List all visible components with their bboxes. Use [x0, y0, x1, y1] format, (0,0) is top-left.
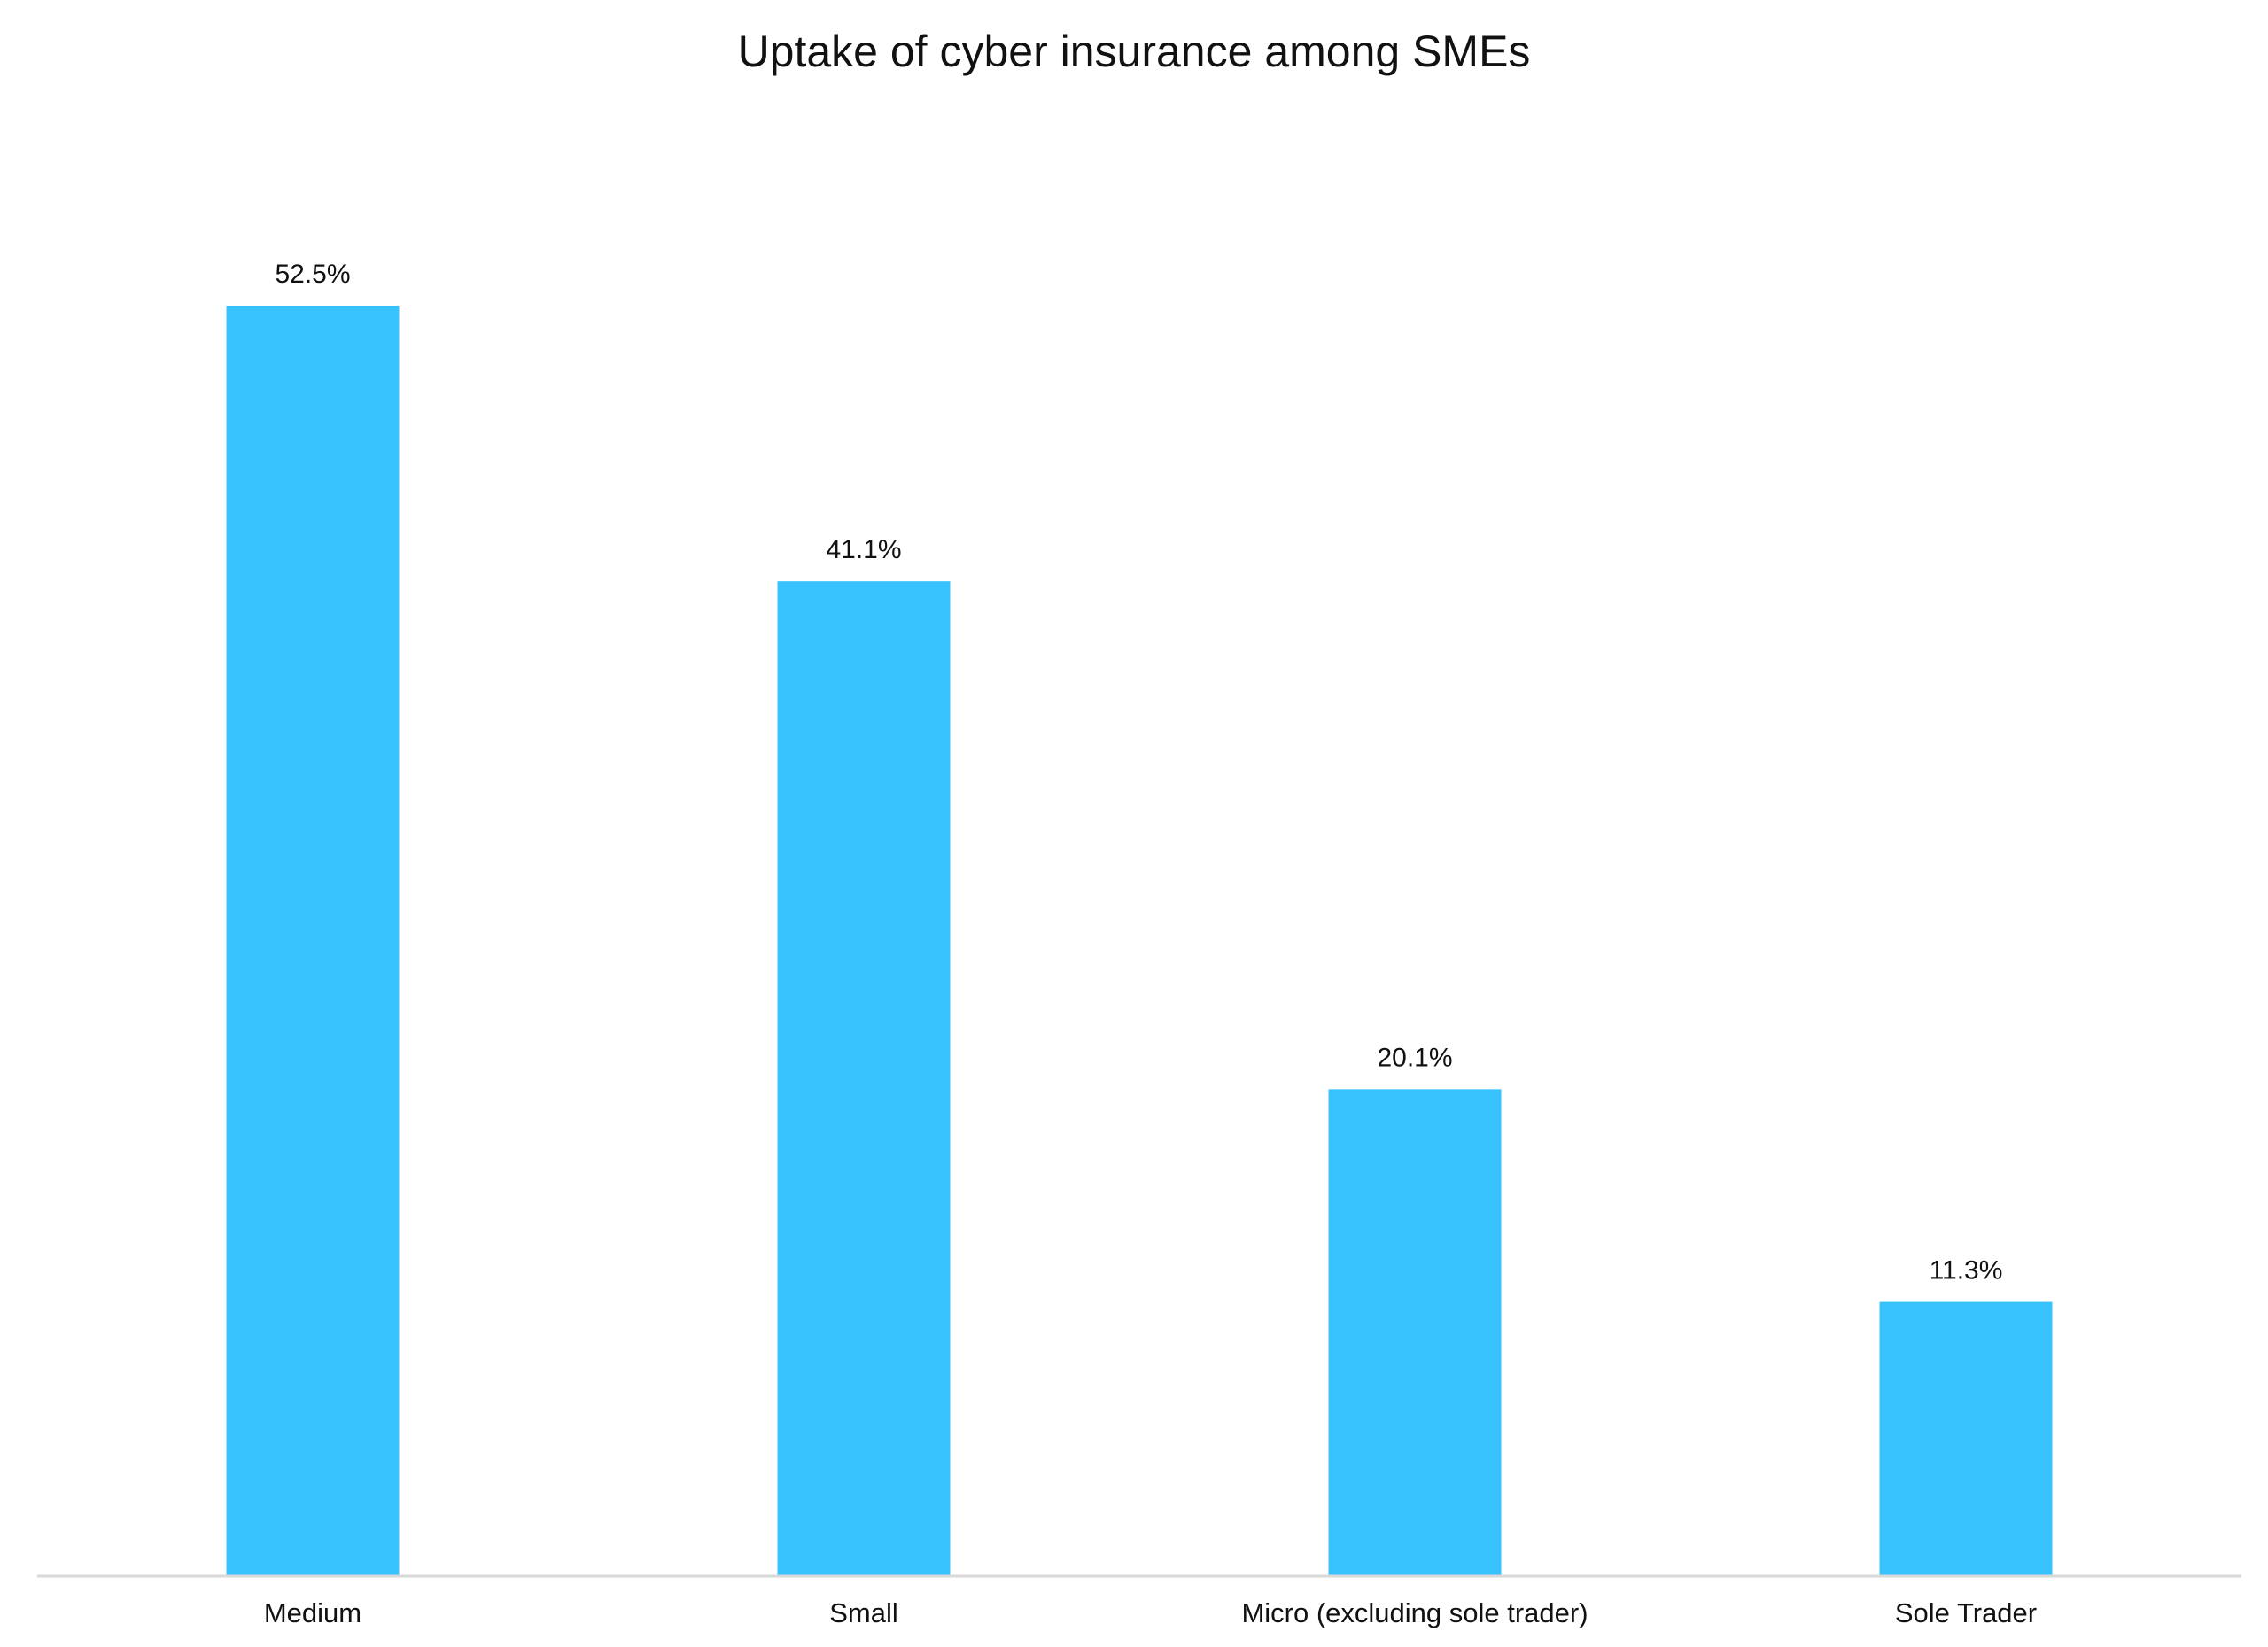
x-tick-label: Micro (excluding sole trader)	[1241, 1597, 1588, 1628]
bar-small	[777, 581, 951, 1575]
data-label: 20.1%	[1377, 1043, 1452, 1072]
chart-title: Uptake of cyber insurance among SMEs	[737, 27, 1531, 76]
x-tick-label: Small	[829, 1597, 898, 1628]
data-label: 52.5%	[275, 260, 350, 289]
x-tick-label: Sole Trader	[1895, 1597, 2037, 1628]
bar-micro-excluding-sole-trader	[1328, 1089, 1502, 1575]
data-label: 11.3%	[1930, 1256, 2003, 1286]
bar-medium	[226, 306, 400, 1575]
bar-sole-trader	[1879, 1301, 2053, 1575]
x-tick-label: Medium	[264, 1597, 361, 1628]
data-label: 41.1%	[826, 535, 901, 564]
